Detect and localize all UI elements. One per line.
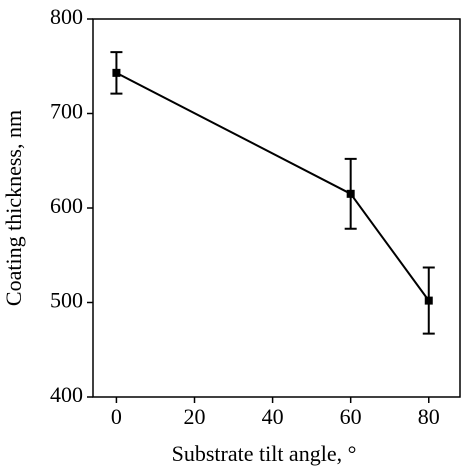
y-tick-label: 500 <box>50 288 83 313</box>
plot-frame <box>92 18 461 398</box>
y-tick-label: 800 <box>50 4 83 29</box>
y-axis-label: Coating thickness, nm <box>1 110 26 306</box>
x-tick-label: 40 <box>262 404 284 429</box>
x-tick-label: 20 <box>184 404 206 429</box>
marker <box>112 68 121 77</box>
x-tick-label: 0 <box>111 404 122 429</box>
marker <box>424 296 433 305</box>
y-tick-label: 600 <box>50 193 83 218</box>
data-line <box>115 71 430 302</box>
x-tick-label: 60 <box>340 404 362 429</box>
x-axis-label: Substrate tilt angle, ° <box>172 441 357 466</box>
y-tick-label: 400 <box>50 382 83 407</box>
y-tick-label: 700 <box>50 99 83 124</box>
marker <box>346 189 355 198</box>
x-tick-label: 80 <box>418 404 440 429</box>
